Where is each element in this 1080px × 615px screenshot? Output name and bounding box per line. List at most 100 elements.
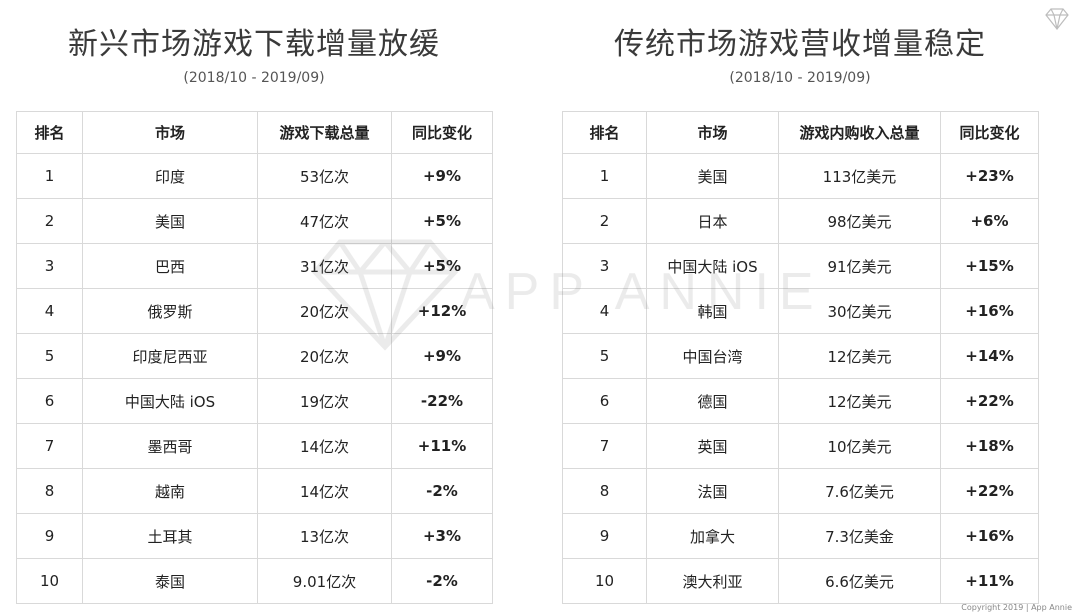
- revenue-cell: 7.6亿美元: [778, 468, 941, 514]
- header-downloads: 游戏下载总量: [257, 111, 392, 154]
- change-cell: +22%: [940, 378, 1039, 424]
- change-cell: +9%: [391, 153, 493, 199]
- market-cell: 日本: [646, 198, 779, 244]
- header-change: 同比变化: [940, 111, 1039, 154]
- downloads-cell: 47亿次: [257, 198, 392, 244]
- revenue-cell: 30亿美元: [778, 288, 941, 334]
- downloads-title: 新兴市场游戏下载增量放缓: [68, 27, 440, 62]
- table-row: 8 越南 14亿次 -2%: [16, 468, 493, 514]
- rank-cell: 7: [16, 423, 83, 469]
- revenue-cell: 12亿美元: [778, 378, 941, 424]
- header-rank: 排名: [16, 111, 83, 154]
- market-cell: 中国大陆 iOS: [82, 378, 258, 424]
- table-row: 3 中国大陆 iOS 91亿美元 +15%: [562, 243, 1039, 289]
- market-cell: 中国台湾: [646, 333, 779, 379]
- table-row: 6 德国 12亿美元 +22%: [562, 378, 1039, 424]
- table-row: 1 印度 53亿次 +9%: [16, 153, 493, 199]
- rank-cell: 9: [16, 513, 83, 559]
- rank-cell: 9: [562, 513, 647, 559]
- revenue-table: 排名 市场 游戏内购收入总量 同比变化 1 美国 113亿美元 +23% 2 日本 98亿美…: [562, 111, 1039, 604]
- rank-cell: 6: [16, 378, 83, 424]
- header-market: 市场: [646, 111, 779, 154]
- market-cell: 墨西哥: [82, 423, 258, 469]
- rank-cell: 4: [562, 288, 647, 334]
- header-revenue: 游戏内购收入总量: [778, 111, 941, 154]
- revenue-title: 传统市场游戏营收增量稳定: [614, 27, 986, 62]
- change-cell: +22%: [940, 468, 1039, 514]
- table-row: 7 英国 10亿美元 +18%: [562, 423, 1039, 469]
- change-cell: +12%: [391, 288, 493, 334]
- table-header-row: 排名 市场 游戏下载总量 同比变化: [16, 111, 493, 154]
- market-cell: 英国: [646, 423, 779, 469]
- change-cell: +11%: [940, 558, 1039, 604]
- change-cell: +18%: [940, 423, 1039, 469]
- downloads-period: (2018/10 - 2019/09): [183, 70, 325, 86]
- change-cell: -2%: [391, 558, 493, 604]
- revenue-cell: 7.3亿美金: [778, 513, 941, 559]
- table-row: 1 美国 113亿美元 +23%: [562, 153, 1039, 199]
- change-cell: +14%: [940, 333, 1039, 379]
- rank-cell: 8: [562, 468, 647, 514]
- market-cell: 印度: [82, 153, 258, 199]
- table-row: 9 加拿大 7.3亿美金 +16%: [562, 513, 1039, 559]
- market-cell: 美国: [82, 198, 258, 244]
- market-cell: 泰国: [82, 558, 258, 604]
- revenue-period: (2018/10 - 2019/09): [729, 70, 871, 86]
- table-row: 9 土耳其 13亿次 +3%: [16, 513, 493, 559]
- table-row: 3 巴西 31亿次 +5%: [16, 243, 493, 289]
- header-change: 同比变化: [391, 111, 493, 154]
- revenue-cell: 6.6亿美元: [778, 558, 941, 604]
- table-row: 5 印度尼西亚 20亿次 +9%: [16, 333, 493, 379]
- table-row: 7 墨西哥 14亿次 +11%: [16, 423, 493, 469]
- table-row: 2 美国 47亿次 +5%: [16, 198, 493, 244]
- market-cell: 美国: [646, 153, 779, 199]
- revenue-cell: 10亿美元: [778, 423, 941, 469]
- market-cell: 俄罗斯: [82, 288, 258, 334]
- change-cell: -2%: [391, 468, 493, 514]
- downloads-cell: 20亿次: [257, 288, 392, 334]
- table-row: 4 韩国 30亿美元 +16%: [562, 288, 1039, 334]
- corner-logo: [1044, 6, 1070, 36]
- downloads-table: 排名 市场 游戏下载总量 同比变化 1 印度 53亿次 +9% 2 美国 47亿次 +5% 3 巴…: [16, 111, 493, 604]
- downloads-cell: 31亿次: [257, 243, 392, 289]
- header-rank: 排名: [562, 111, 647, 154]
- market-cell: 中国大陆 iOS: [646, 243, 779, 289]
- change-cell: +9%: [391, 333, 493, 379]
- market-cell: 越南: [82, 468, 258, 514]
- change-cell: -22%: [391, 378, 493, 424]
- market-cell: 土耳其: [82, 513, 258, 559]
- rank-cell: 1: [16, 153, 83, 199]
- rank-cell: 3: [562, 243, 647, 289]
- market-cell: 加拿大: [646, 513, 779, 559]
- rank-cell: 4: [16, 288, 83, 334]
- change-cell: +11%: [391, 423, 493, 469]
- change-cell: +15%: [940, 243, 1039, 289]
- table-row: 4 俄罗斯 20亿次 +12%: [16, 288, 493, 334]
- rank-cell: 2: [562, 198, 647, 244]
- diamond-logo-icon: [1045, 8, 1069, 30]
- change-cell: +23%: [940, 153, 1039, 199]
- revenue-cell: 91亿美元: [778, 243, 941, 289]
- revenue-cell: 113亿美元: [778, 153, 941, 199]
- rank-cell: 8: [16, 468, 83, 514]
- change-cell: +5%: [391, 243, 493, 289]
- rank-cell: 5: [16, 333, 83, 379]
- copyright-footer: Copyright 2019 | App Annie: [961, 603, 1072, 612]
- rank-cell: 5: [562, 333, 647, 379]
- rank-cell: 10: [16, 558, 83, 604]
- market-cell: 澳大利亚: [646, 558, 779, 604]
- rank-cell: 10: [562, 558, 647, 604]
- rank-cell: 1: [562, 153, 647, 199]
- downloads-cell: 9.01亿次: [257, 558, 392, 604]
- market-cell: 德国: [646, 378, 779, 424]
- change-cell: +6%: [940, 198, 1039, 244]
- market-cell: 巴西: [82, 243, 258, 289]
- revenue-cell: 98亿美元: [778, 198, 941, 244]
- table-row: 10 澳大利亚 6.6亿美元 +11%: [562, 558, 1039, 604]
- downloads-cell: 14亿次: [257, 468, 392, 514]
- market-cell: 印度尼西亚: [82, 333, 258, 379]
- table-header-row: 排名 市场 游戏内购收入总量 同比变化: [562, 111, 1039, 154]
- downloads-cell: 14亿次: [257, 423, 392, 469]
- table-row: 5 中国台湾 12亿美元 +14%: [562, 333, 1039, 379]
- header-market: 市场: [82, 111, 258, 154]
